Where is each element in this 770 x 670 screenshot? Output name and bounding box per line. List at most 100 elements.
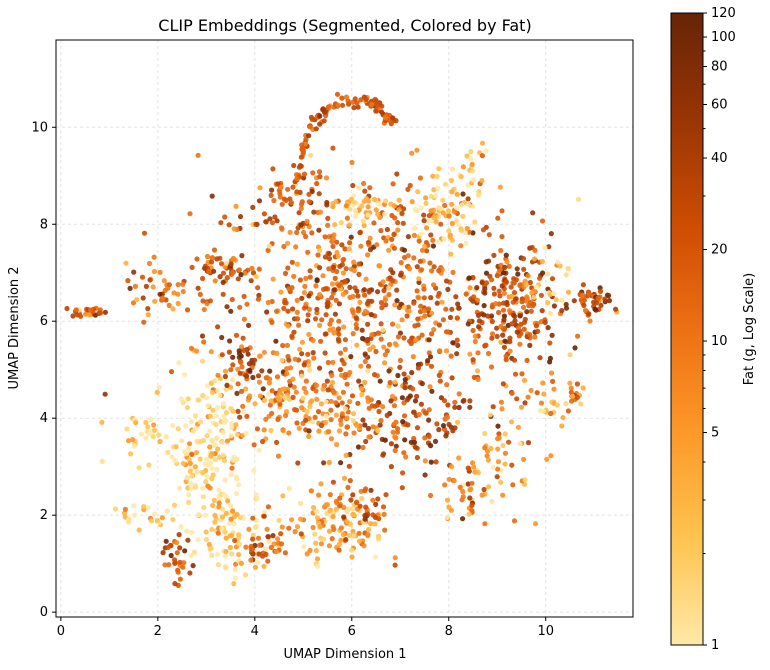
scatter-point xyxy=(444,382,450,388)
scatter-point xyxy=(312,531,318,537)
scatter-point xyxy=(417,175,423,181)
scatter-point xyxy=(206,541,212,548)
scatter-point xyxy=(322,331,328,337)
scatter-point xyxy=(488,364,495,370)
scatter-point xyxy=(454,191,460,197)
scatter-point xyxy=(307,367,313,373)
scatter-point xyxy=(467,487,473,493)
scatter-point xyxy=(366,405,372,411)
scatter-point xyxy=(499,283,505,289)
scatter-point xyxy=(208,259,215,265)
scatter-point xyxy=(481,303,487,309)
scatter-point xyxy=(486,484,492,490)
scatter-point xyxy=(157,269,163,275)
scatter-point xyxy=(436,427,442,433)
scatter-point xyxy=(358,386,365,392)
scatter-point xyxy=(540,380,546,386)
scatter-point xyxy=(191,549,198,555)
scatter-point xyxy=(210,472,216,478)
scatter-point xyxy=(156,384,162,390)
scatter-point xyxy=(416,276,422,282)
scatter-point xyxy=(479,140,486,146)
scatter-point xyxy=(188,345,195,351)
scatter-point xyxy=(201,306,207,313)
scatter-point xyxy=(532,247,538,253)
scatter-point xyxy=(70,313,76,319)
scatter-point xyxy=(362,188,368,194)
scatter-point xyxy=(343,94,350,100)
scatter-point xyxy=(267,402,273,408)
scatter-point xyxy=(430,237,436,243)
scatter-point xyxy=(455,301,461,307)
scatter-point xyxy=(209,193,215,199)
scatter-point xyxy=(419,332,425,338)
scatter-point xyxy=(122,506,128,512)
scatter-point xyxy=(317,174,323,180)
scatter-point xyxy=(412,206,418,213)
scatter-point xyxy=(388,398,394,404)
scatter-point xyxy=(350,418,357,424)
scatter-point xyxy=(383,302,389,308)
scatter-point xyxy=(373,108,379,114)
scatter-point xyxy=(344,424,350,430)
colorbar-tick-label: 100 xyxy=(711,30,736,45)
scatter-point xyxy=(222,477,228,483)
scatter-point xyxy=(510,482,516,488)
scatter-point xyxy=(305,351,311,357)
scatter-point xyxy=(131,269,137,275)
scatter-point xyxy=(294,316,301,322)
scatter-point xyxy=(145,424,151,430)
scatter-point xyxy=(414,425,421,431)
scatter-point xyxy=(200,393,206,399)
scatter-point xyxy=(405,253,411,259)
scatter-point xyxy=(239,388,245,394)
scatter-point xyxy=(331,232,337,238)
scatter-point xyxy=(422,410,428,416)
scatter-point xyxy=(368,397,374,403)
scatter-point xyxy=(264,309,270,315)
scatter-point xyxy=(511,518,518,524)
scatter-point xyxy=(143,435,149,441)
scatter-point xyxy=(397,364,403,370)
scatter-point xyxy=(314,181,320,187)
scatter-point xyxy=(260,438,266,445)
scatter-point xyxy=(220,291,226,297)
scatter-point xyxy=(131,503,137,509)
scatter-point xyxy=(347,206,353,212)
scatter-point xyxy=(126,438,132,444)
scatter-point xyxy=(310,337,316,344)
scatter-point xyxy=(453,294,459,300)
scatter-point xyxy=(395,323,401,329)
scatter-point xyxy=(365,363,372,369)
scatter-point xyxy=(375,428,381,434)
scatter-point xyxy=(148,416,154,422)
scatter-point xyxy=(262,397,268,403)
scatter-point xyxy=(318,401,324,407)
scatter-point xyxy=(471,177,477,183)
scatter-point xyxy=(287,229,293,235)
scatter-point xyxy=(220,506,226,512)
scatter-point xyxy=(407,182,413,189)
scatter-point xyxy=(310,504,317,511)
scatter-point xyxy=(154,389,160,395)
scatter-point xyxy=(565,408,572,414)
scatter-point xyxy=(255,373,262,379)
scatter-point xyxy=(338,350,344,356)
scatter-point xyxy=(267,216,273,222)
scatter-point xyxy=(514,396,520,402)
scatter-point xyxy=(537,275,543,281)
scatter-point xyxy=(491,252,497,258)
scatter-point xyxy=(334,249,340,256)
scatter-point xyxy=(467,351,473,357)
scatter-point xyxy=(348,497,354,503)
scatter-point xyxy=(548,231,554,237)
scatter-point xyxy=(489,277,495,283)
scatter-point xyxy=(306,433,312,439)
scatter-point xyxy=(277,194,283,200)
scatter-point xyxy=(350,309,356,315)
scatter-point xyxy=(471,294,477,300)
scatter-point xyxy=(323,413,329,419)
scatter-point xyxy=(302,283,308,289)
scatter-point xyxy=(323,419,329,425)
scatter-point xyxy=(345,98,351,104)
